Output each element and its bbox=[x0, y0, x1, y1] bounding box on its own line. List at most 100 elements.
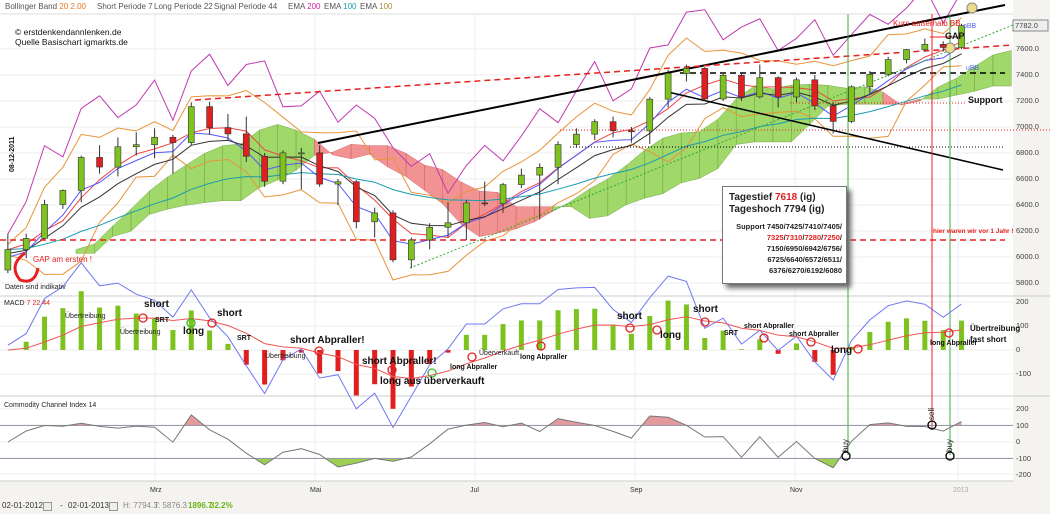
macd-histogram-bar bbox=[830, 350, 836, 375]
macd-histogram-bar bbox=[647, 316, 653, 350]
macd-annotation: Übertreibung bbox=[120, 329, 161, 336]
cloud-segment-bullish bbox=[681, 131, 700, 184]
macd-annotation: Übertreibung bbox=[970, 324, 1021, 333]
candle-body bbox=[884, 59, 892, 75]
macd-line bbox=[7, 261, 962, 429]
macd-histogram-bar bbox=[372, 350, 378, 385]
price-tick-label: 6000.0 bbox=[1016, 252, 1039, 261]
candle-body bbox=[426, 226, 433, 241]
candle-body bbox=[793, 79, 800, 98]
macd-histogram-bar bbox=[940, 330, 946, 350]
cci-tick-label: -200 bbox=[1016, 470, 1032, 479]
macd-annotation: short Abpraller! bbox=[290, 335, 365, 346]
cloud-segment-bullish bbox=[204, 145, 223, 203]
x-tick-label: Sep bbox=[630, 487, 643, 494]
price-tick-label: 6600.0 bbox=[1016, 174, 1039, 183]
candle-body bbox=[224, 127, 232, 135]
annotation-obb: oBB bbox=[963, 23, 977, 30]
cci-signal-buy-1: buy bbox=[841, 439, 850, 452]
macd-annotation: long aus überverkauft bbox=[380, 376, 485, 387]
macd-histogram-bar bbox=[408, 350, 414, 387]
cloud-segment-bullish bbox=[992, 50, 1012, 87]
candle-body bbox=[242, 133, 250, 157]
macd-histogram-bar bbox=[23, 341, 29, 350]
macd-histogram-bar bbox=[867, 331, 873, 350]
candle-body bbox=[22, 238, 30, 250]
support-line-2: 7325/7310/7280/7250/ bbox=[766, 233, 842, 242]
macd-histogram-bar bbox=[702, 337, 708, 350]
cci-chart bbox=[0, 414, 1013, 469]
macd-title: MACD 7 22 44 bbox=[4, 300, 50, 307]
date-to[interactable]: 02-01-2013 bbox=[68, 501, 109, 510]
macd-signal-circles bbox=[138, 313, 954, 378]
period-pct: 32.2% bbox=[210, 501, 233, 510]
candle-body bbox=[829, 105, 837, 122]
cloud-segment-bullish bbox=[222, 143, 242, 201]
candle-body bbox=[939, 44, 947, 48]
ema-black-line bbox=[7, 53, 962, 254]
legend-signal-periode: Signal Periode 44 bbox=[214, 2, 278, 11]
candle-body bbox=[811, 79, 819, 107]
macd-histogram-bar bbox=[317, 350, 323, 374]
legend-ema200: EMA 200 bbox=[288, 2, 321, 11]
cci-tick-label: 0 bbox=[1016, 437, 1021, 446]
credit-line-2: Quelle Basischart igmarkts.de bbox=[15, 37, 128, 47]
macd-annotation: Überverkauft bbox=[479, 350, 520, 357]
candle-body bbox=[536, 167, 544, 176]
candle-body bbox=[371, 212, 378, 223]
candle-body bbox=[353, 181, 360, 223]
macd-histogram-bar bbox=[353, 350, 359, 396]
macd-histogram-bar bbox=[60, 308, 66, 350]
credit-line-1: © erstdenkendannlenken.de bbox=[15, 27, 122, 37]
candle-body bbox=[59, 190, 67, 205]
cci-line bbox=[7, 414, 962, 469]
candle-body bbox=[573, 133, 580, 145]
gap-circle bbox=[944, 42, 956, 54]
date-from[interactable]: 02-01-2012 bbox=[2, 501, 43, 510]
macd-histogram-bar bbox=[133, 313, 139, 350]
macd-chart bbox=[7, 261, 965, 429]
annotation-vor-1-jahr: hier waren wir vor 1 Jahr ! bbox=[933, 228, 1014, 235]
legend-bollinger: Bollinger Band 20 2.00 bbox=[5, 2, 86, 11]
annotation-ubb: uBB bbox=[966, 65, 980, 72]
macd-histogram-bar bbox=[445, 350, 451, 353]
info-box: Tagestief 7618 (ig) Tageshoch 7794 (ig) … bbox=[722, 186, 847, 284]
candle-body bbox=[261, 155, 268, 182]
candle-body bbox=[408, 239, 415, 261]
macd-histogram-bar bbox=[225, 343, 231, 350]
calendar-to-icon[interactable] bbox=[109, 502, 118, 511]
candle-body bbox=[903, 49, 910, 60]
trendline-upper bbox=[317, 4, 1006, 144]
candle-body bbox=[389, 212, 397, 261]
annotation-kurs-ausserhalb-bb: Kurs außerhalb BB bbox=[893, 19, 961, 28]
candle-body bbox=[609, 121, 617, 132]
x-tick-label: Jul bbox=[470, 487, 479, 494]
calendar-from-icon[interactable] bbox=[43, 502, 52, 511]
cci-title: Commodity Channel Index 14 bbox=[4, 402, 97, 409]
candle-body bbox=[316, 152, 323, 185]
support-line-4: 6725/6640/6572/6511/ bbox=[767, 255, 842, 264]
macd-histogram-bar bbox=[463, 334, 469, 350]
candle-body bbox=[77, 157, 85, 191]
candle-body bbox=[958, 25, 965, 48]
candle-body bbox=[114, 146, 122, 168]
macd-histogram-bar bbox=[500, 324, 506, 350]
cci-tick-label: 200 bbox=[1016, 404, 1029, 413]
macd-histogram-bar bbox=[592, 308, 598, 350]
candle-body bbox=[591, 121, 599, 135]
cci-overbought-area bbox=[7, 414, 962, 426]
candle-body bbox=[646, 98, 654, 132]
period-diff: 1896.7 bbox=[188, 501, 213, 510]
annotation-support: Support bbox=[968, 95, 1003, 105]
candle-body bbox=[664, 73, 672, 100]
macd-histogram-bar bbox=[262, 350, 268, 385]
macd-annotation: long Abpraller bbox=[930, 340, 978, 347]
tageshoch: Tageshoch 7794 (ig) bbox=[729, 204, 825, 215]
bollinger-middle-line bbox=[7, 41, 962, 251]
support-line-1: Support 7450/7425/7410/7405/ bbox=[736, 222, 842, 231]
x-tick-label: Nov bbox=[790, 487, 803, 494]
legend-ema100-a: EMA 100 bbox=[324, 2, 357, 11]
macd-histogram-bar bbox=[757, 339, 763, 350]
date-separator: - bbox=[60, 501, 63, 510]
